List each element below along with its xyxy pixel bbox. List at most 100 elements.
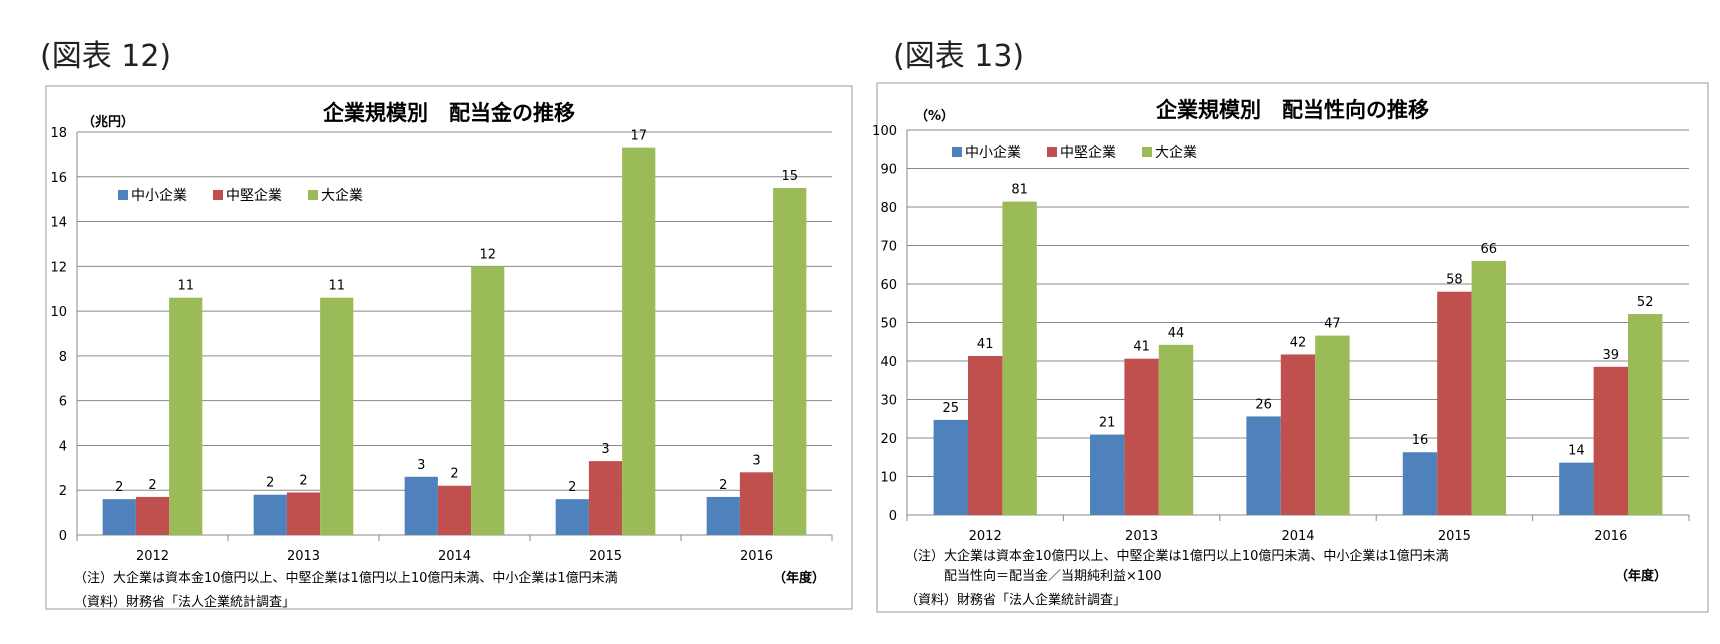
data-label: 81: [1011, 183, 1028, 198]
y-axis-unit-label: （%）: [915, 108, 954, 124]
data-label: 2: [115, 480, 123, 495]
source-note: （資料）財務省「法人企業統計調査」: [905, 592, 1126, 608]
data-label: 58: [1446, 273, 1463, 288]
bar-sme: [555, 499, 589, 535]
data-label: 2: [148, 478, 156, 493]
data-label: 44: [1168, 326, 1185, 341]
y-tick-label: 8: [59, 350, 67, 365]
legend-swatch-mid: [1047, 147, 1057, 157]
y-tick-label: 0: [889, 509, 897, 524]
bar-large: [169, 297, 203, 535]
data-label: 3: [417, 458, 425, 473]
bar-sme: [1089, 434, 1125, 515]
y-tick-label: 0: [59, 529, 67, 544]
data-label: 2: [719, 478, 727, 493]
bar-mid: [739, 472, 774, 535]
bar-sme: [706, 496, 740, 535]
data-label: 11: [177, 279, 194, 294]
y-tick-label: 10: [880, 471, 897, 486]
y-tick-label: 18: [50, 126, 67, 141]
bar-large: [471, 266, 505, 535]
bar-sme: [1559, 462, 1594, 515]
y-tick-label: 40: [880, 355, 897, 370]
x-tick-label: 2013: [287, 549, 320, 564]
chart-title: 企業規模別 配当性向の推移: [1155, 98, 1429, 122]
bar-sme: [102, 499, 136, 535]
legend-swatch-sme: [118, 190, 128, 200]
x-tick-label: 2014: [438, 549, 471, 564]
data-label: 41: [1133, 340, 1150, 355]
source-note: （注）大企業は資本金10億円以上、中堅企業は1億円以上10億円未満、中小企業は1…: [905, 548, 1449, 564]
data-label: 11: [328, 279, 345, 294]
data-label: 12: [479, 247, 496, 262]
x-tick-label: 2012: [969, 529, 1002, 544]
y-tick-label: 100: [872, 124, 897, 139]
data-label: 21: [1099, 416, 1116, 431]
data-label: 3: [601, 442, 609, 457]
data-label: 2: [568, 480, 576, 495]
bar-mid: [135, 496, 170, 535]
x-tick-label: 2014: [1281, 529, 1314, 544]
chart-2: (図表 13) 企業規模別 配当性向の推移 （%） 0 10 20 30 40 50 60 70 80…: [872, 39, 1709, 613]
chart-title: 企業規模別 配当金の推移: [322, 101, 575, 125]
bar-sme: [253, 494, 287, 535]
bar-sme: [1246, 416, 1281, 515]
y-tick-label: 20: [880, 432, 897, 447]
bar-large: [1315, 335, 1350, 515]
legend-label: 中小企業: [131, 187, 187, 204]
legend-label: 大企業: [1155, 144, 1197, 161]
data-label: 2: [299, 473, 307, 488]
y-tick-label: 16: [50, 171, 67, 186]
figure-label: (図表 12): [40, 39, 171, 74]
legend-label: 中堅企業: [1060, 144, 1116, 161]
bar-sme: [1402, 452, 1438, 515]
y-tick-label: 14: [50, 216, 67, 231]
bar-sme: [404, 476, 438, 535]
data-label: 52: [1637, 295, 1654, 310]
y-tick-label: 90: [880, 163, 897, 178]
x-tick-label: 2016: [740, 549, 773, 564]
legend-swatch-large: [308, 190, 318, 200]
data-label: 14: [1568, 444, 1585, 459]
y-axis-unit-label: （兆円）: [82, 114, 134, 130]
y-tick-label: 10: [50, 305, 67, 320]
data-label: 39: [1603, 348, 1620, 363]
x-tick-label: 2013: [1125, 529, 1158, 544]
legend-swatch-large: [1142, 147, 1152, 157]
bar-mid: [1593, 366, 1629, 515]
bar-mid: [286, 492, 321, 535]
x-axis-unit-label: （年度）: [773, 570, 825, 586]
x-axis-unit-label: （年度）: [1615, 568, 1667, 584]
legend-label: 大企業: [321, 187, 363, 204]
bar-mid: [437, 485, 472, 535]
x-tick-label: 2016: [1594, 529, 1627, 544]
y-tick-label: 30: [880, 394, 897, 409]
source-note: （資料）財務省「法人企業統計調査」: [74, 594, 295, 610]
data-label: 47: [1324, 317, 1341, 332]
x-tick-label: 2012: [136, 549, 169, 564]
data-label: 26: [1255, 397, 1272, 412]
x-tick-label: 2015: [1438, 529, 1471, 544]
legend-label: 中小企業: [965, 144, 1021, 161]
source-note: （注）大企業は資本金10億円以上、中堅企業は1億円以上10億円未満、中小企業は1…: [74, 570, 618, 586]
legend-label: 中堅企業: [226, 187, 282, 204]
data-label: 42: [1290, 335, 1307, 350]
bar-mid: [967, 355, 1003, 515]
y-tick-label: 50: [880, 317, 897, 332]
bar-mid: [588, 461, 623, 535]
y-tick-label: 60: [880, 278, 897, 293]
bar-large: [1628, 314, 1663, 515]
bar-large: [1002, 201, 1037, 516]
bar-large: [622, 147, 656, 535]
data-label: 66: [1481, 242, 1498, 257]
data-label: 16: [1412, 433, 1429, 448]
data-label: 17: [630, 129, 647, 144]
y-tick-label: 70: [880, 240, 897, 255]
legend-swatch-mid: [213, 190, 223, 200]
data-label: 41: [977, 337, 994, 352]
bar-mid: [1124, 358, 1159, 515]
bar-large: [1471, 260, 1507, 515]
data-label: 2: [266, 476, 274, 491]
bar-mid: [1280, 354, 1316, 515]
data-label: 2: [450, 467, 458, 482]
